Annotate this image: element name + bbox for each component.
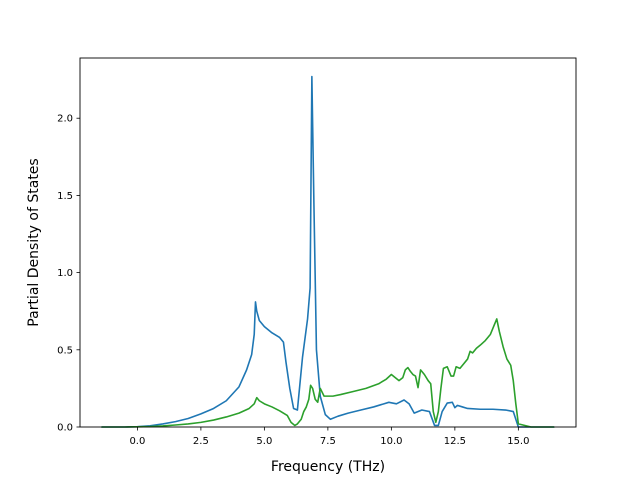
x-axis-label: Frequency (THz) — [271, 459, 385, 475]
x-tick-label: 2.5 — [193, 436, 209, 447]
series-line-1 — [101, 75, 555, 428]
y-tick-label: 2.0 — [57, 114, 73, 125]
y-tick-label: 1.0 — [57, 268, 73, 279]
x-tick-label: 7.5 — [320, 436, 336, 447]
x-tick-label: 15.0 — [507, 436, 529, 447]
x-tick-label: 5.0 — [256, 436, 272, 447]
y-tick-label: 1.5 — [57, 191, 73, 202]
y-tick-label: 0.5 — [57, 345, 73, 356]
series-layer — [101, 75, 555, 428]
y-axis-label: Partial Density of States — [26, 158, 42, 326]
x-tick-label: 0.0 — [129, 436, 145, 447]
x-tick-label: 10.0 — [380, 436, 402, 447]
x-tick-label: 12.5 — [444, 436, 466, 447]
x-axis-ticks: 0.0 2.5 5.0 7.5 10.0 12.5 15.0 — [129, 427, 529, 447]
y-axis-ticks: 0.0 0.5 1.0 1.5 2.0 — [57, 114, 80, 434]
y-tick-label: 0.0 — [57, 423, 73, 434]
series-line-2 — [101, 318, 555, 428]
